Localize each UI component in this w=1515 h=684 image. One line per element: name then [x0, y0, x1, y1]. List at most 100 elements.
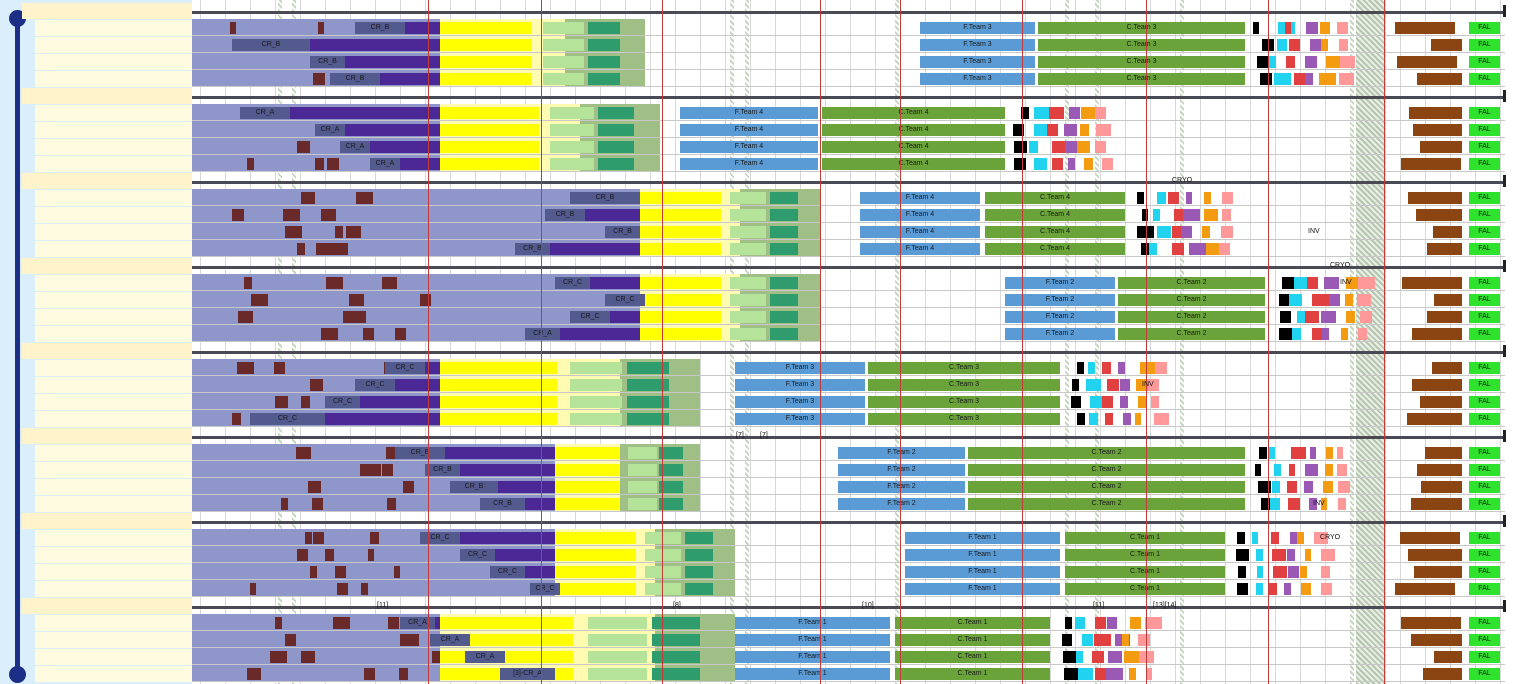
small-task[interactable] — [1238, 566, 1246, 578]
hatched-column[interactable] — [1180, 0, 1184, 684]
row-separator[interactable] — [192, 579, 1505, 580]
cell-row-label[interactable] — [35, 581, 192, 597]
small-task[interactable] — [1274, 73, 1291, 85]
small-task[interactable] — [1321, 549, 1335, 561]
small-task[interactable] — [1357, 294, 1371, 306]
cr-label-box[interactable]: CR_A — [465, 651, 505, 663]
small-task[interactable] — [1014, 141, 1027, 153]
small-task[interactable] — [1077, 362, 1084, 374]
brown-task[interactable] — [1421, 481, 1462, 493]
maint-block[interactable] — [432, 651, 441, 663]
small-task[interactable] — [1077, 141, 1090, 153]
cr-label-box[interactable]: CR_B — [425, 464, 460, 476]
maint-block[interactable] — [337, 583, 348, 595]
cr-label-box[interactable]: CR_A — [525, 328, 560, 340]
cr-bar[interactable] — [450, 532, 555, 544]
grid-line[interactable] — [775, 0, 776, 684]
teal-task[interactable] — [587, 39, 621, 51]
brown-task[interactable] — [1427, 243, 1462, 255]
maint-block[interactable] — [364, 668, 375, 680]
small-task[interactable] — [1219, 243, 1230, 255]
small-task[interactable] — [1326, 56, 1343, 68]
small-task[interactable] — [1124, 651, 1139, 663]
small-task[interactable] — [1288, 566, 1299, 578]
small-task[interactable] — [1204, 209, 1218, 221]
maint-block[interactable] — [321, 328, 338, 340]
cr-label-box[interactable]: CR_C — [250, 413, 325, 425]
cteam-bar[interactable]: C.Team 1 — [895, 651, 1050, 663]
green-task[interactable] — [587, 668, 647, 680]
small-task[interactable] — [1310, 39, 1323, 51]
fal-milestone[interactable]: FAL — [1469, 141, 1500, 153]
cr-bar[interactable] — [600, 311, 640, 323]
maint-block[interactable] — [387, 498, 396, 510]
yellow-task[interactable] — [440, 651, 573, 663]
cr-label-box[interactable]: CR_C — [605, 294, 645, 306]
cr-bar[interactable] — [580, 277, 640, 289]
cell-row-label[interactable] — [35, 326, 192, 342]
group-header[interactable] — [22, 173, 192, 189]
fteam-bar[interactable]: F.Team 2 — [1005, 294, 1115, 306]
brown-task[interactable] — [1408, 549, 1462, 561]
small-task[interactable] — [1288, 498, 1300, 510]
small-task[interactable] — [1310, 447, 1316, 459]
green-task[interactable] — [627, 498, 657, 510]
cell-row-label[interactable] — [35, 462, 192, 478]
cr-bar[interactable] — [485, 549, 555, 561]
brown-task[interactable] — [1414, 566, 1462, 578]
fal-milestone[interactable]: FAL — [1469, 617, 1500, 629]
teal-task[interactable] — [769, 209, 799, 221]
small-task[interactable] — [1272, 481, 1280, 493]
grid-line-major[interactable] — [900, 0, 901, 684]
small-task[interactable] — [1068, 158, 1075, 170]
yellow-task[interactable] — [555, 583, 636, 595]
brown-task[interactable] — [1413, 124, 1462, 136]
small-task[interactable] — [1064, 668, 1078, 680]
teal-task[interactable] — [769, 243, 799, 255]
cell-row-label[interactable] — [35, 394, 192, 410]
green-task[interactable] — [730, 311, 766, 323]
teal-task[interactable] — [587, 22, 621, 34]
yellow-task[interactable] — [555, 566, 636, 578]
maint-block[interactable] — [335, 566, 346, 578]
grid-line[interactable] — [500, 0, 501, 684]
cr-label-box[interactable]: CR_C — [385, 362, 425, 374]
fteam-bar[interactable]: F.Team 1 — [735, 617, 890, 629]
grid-line-major[interactable] — [1268, 0, 1269, 684]
fteam-bar[interactable]: F.Team 2 — [838, 498, 965, 510]
cell-row-label[interactable] — [35, 139, 192, 155]
small-task[interactable] — [1088, 362, 1095, 374]
grid-line-major[interactable] — [1146, 0, 1147, 684]
small-task[interactable] — [1221, 226, 1233, 238]
green-task[interactable] — [730, 328, 766, 340]
row-separator[interactable] — [192, 562, 1505, 563]
small-task[interactable] — [1181, 226, 1192, 238]
maint-block[interactable] — [326, 277, 343, 289]
hatched-column[interactable] — [278, 0, 282, 684]
cr-bar[interactable] — [360, 141, 440, 153]
maint-block[interactable] — [318, 22, 324, 34]
cell-row-label[interactable] — [35, 224, 192, 240]
green-task[interactable] — [550, 107, 594, 119]
small-task[interactable] — [1268, 583, 1277, 595]
maint-block[interactable] — [395, 328, 406, 340]
fal-milestone[interactable]: FAL — [1469, 243, 1500, 255]
maint-block[interactable] — [360, 464, 373, 476]
group-header-end[interactable] — [1503, 515, 1506, 527]
cell-row-label[interactable] — [35, 20, 192, 36]
cteam-bar[interactable]: C.Team 4 — [822, 124, 1005, 136]
yellow-task[interactable] — [640, 209, 721, 221]
grid-line[interactable] — [750, 0, 751, 684]
small-task[interactable] — [1157, 226, 1171, 238]
teal-task[interactable] — [587, 56, 621, 68]
yellow-task[interactable] — [440, 634, 573, 646]
maint-block[interactable] — [346, 226, 361, 238]
grid-line[interactable] — [1450, 0, 1451, 684]
maint-block[interactable] — [310, 566, 317, 578]
small-task[interactable] — [1186, 192, 1192, 204]
teal-task[interactable] — [659, 481, 683, 493]
small-task[interactable] — [1305, 549, 1311, 561]
small-task[interactable] — [1337, 22, 1348, 34]
small-task[interactable] — [1084, 158, 1093, 170]
small-task[interactable] — [1174, 209, 1185, 221]
